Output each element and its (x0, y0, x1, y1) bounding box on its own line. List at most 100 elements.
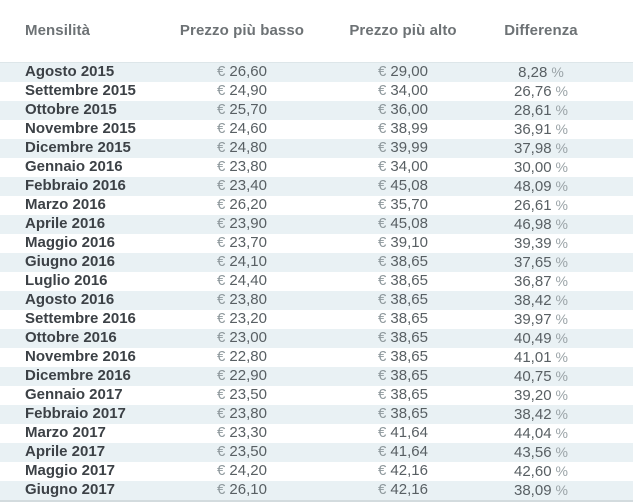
month-cell: Ottobre 2016 (25, 329, 117, 346)
difference-cell: 30,00% (489, 158, 593, 177)
table-row: Gennaio 2016 €23,80 €34,00 30,00% (0, 158, 633, 177)
price-value: 25,70 (229, 101, 267, 118)
euro-sign: € (378, 462, 387, 479)
price-value: 22,90 (229, 367, 267, 384)
euro-sign: € (378, 63, 387, 80)
row-spacer (593, 82, 633, 101)
row-spacer (593, 386, 633, 405)
price-value: 38,65 (390, 291, 428, 308)
euro-sign: € (378, 443, 387, 460)
row-spacer (593, 234, 633, 253)
difference-cell: 40,75% (489, 367, 593, 386)
high-price-cell: €38,65 (317, 405, 489, 424)
difference-value: 48,09 (514, 177, 552, 195)
difference-value: 44,04 (514, 424, 552, 442)
row-spacer (593, 272, 633, 291)
table-row: Aprile 2017 €23,50 €41,64 43,56% (0, 442, 633, 462)
row-spacer (593, 443, 633, 462)
low-price-cell: €23,30 (167, 424, 317, 443)
difference-value: 36,87 (514, 272, 552, 290)
month-cell: Agosto 2016 (25, 291, 115, 308)
euro-sign: € (217, 177, 226, 194)
high-price-cell: €45,08 (317, 215, 489, 234)
difference-cell: 43,56% (489, 443, 593, 462)
month-cell: Novembre 2015 (25, 120, 136, 137)
difference-value: 43,56 (514, 443, 552, 461)
difference-cell: 41,01% (489, 348, 593, 367)
low-price-cell: €23,70 (167, 234, 317, 253)
price-value: 23,40 (229, 177, 267, 194)
euro-sign: € (217, 424, 226, 441)
high-price-cell: €38,65 (317, 329, 489, 348)
percent-sign: % (555, 234, 568, 251)
difference-value: 28,61 (514, 101, 552, 119)
price-value: 23,80 (229, 291, 267, 308)
percent-sign: % (555, 177, 568, 194)
difference-value: 39,97 (514, 310, 552, 328)
row-spacer (593, 177, 633, 196)
table-row: Agosto 2015 €26,60 €29,00 8,28% (0, 62, 633, 82)
percent-sign: % (555, 158, 568, 175)
price-value: 41,64 (390, 424, 428, 441)
difference-cell: 38,42% (489, 291, 593, 310)
price-value: 24,10 (229, 253, 267, 270)
table-row: Dicembre 2015 €24,80 €39,99 37,98% (0, 138, 633, 158)
high-price-cell: €39,99 (317, 139, 489, 158)
euro-sign: € (378, 101, 387, 118)
euro-sign: € (378, 253, 387, 270)
row-spacer (593, 310, 633, 329)
row-spacer (593, 405, 633, 424)
low-price-cell: €26,60 (167, 62, 317, 82)
euro-sign: € (217, 348, 226, 365)
percent-sign: % (555, 329, 568, 346)
table-header: Mensilità Prezzo più basso Prezzo più al… (0, 0, 633, 62)
high-price-cell: €38,65 (317, 291, 489, 310)
high-price-cell: €41,64 (317, 424, 489, 443)
difference-value: 41,01 (514, 348, 552, 366)
high-price-cell: €45,08 (317, 177, 489, 196)
percent-sign: % (555, 405, 568, 422)
table-row: Agosto 2016 €23,80 €38,65 38,42% (0, 290, 633, 310)
percent-sign: % (555, 386, 568, 403)
euro-sign: € (217, 234, 226, 251)
difference-value: 38,09 (514, 481, 552, 499)
price-value: 26,20 (229, 196, 267, 213)
table-row: Ottobre 2015 €25,70 €36,00 28,61% (0, 100, 633, 120)
price-value: 39,99 (390, 139, 428, 156)
percent-sign: % (555, 139, 568, 156)
euro-sign: € (378, 158, 387, 175)
euro-sign: € (378, 215, 387, 232)
euro-sign: € (217, 367, 226, 384)
table-row: Luglio 2016 €24,40 €38,65 36,87% (0, 272, 633, 291)
low-price-cell: €23,50 (167, 443, 317, 462)
table-row: Settembre 2015 €24,90 €34,00 26,76% (0, 82, 633, 101)
high-price-cell: €38,65 (317, 367, 489, 386)
table-body: Agosto 2015 €26,60 €29,00 8,28% Settembre 20… (0, 62, 633, 501)
price-value: 23,70 (229, 234, 267, 251)
euro-sign: € (378, 291, 387, 308)
percent-sign: % (555, 424, 568, 441)
high-price-cell: €39,10 (317, 234, 489, 253)
euro-sign: € (217, 291, 226, 308)
euro-sign: € (378, 196, 387, 213)
price-value: 38,65 (390, 405, 428, 422)
high-price-cell: €36,00 (317, 101, 489, 120)
difference-value: 37,65 (514, 253, 552, 271)
price-value: 24,80 (229, 139, 267, 156)
month-cell: Maggio 2016 (25, 234, 116, 251)
table-row: Gennaio 2017 €23,50 €38,65 39,20% (0, 386, 633, 405)
low-price-cell: €24,40 (167, 272, 317, 291)
difference-value: 38,42 (514, 405, 552, 423)
month-cell: Aprile 2016 (25, 215, 106, 232)
euro-sign: € (217, 443, 226, 460)
euro-sign: € (217, 405, 226, 422)
month-cell: Febbraio 2017 (25, 405, 126, 422)
price-value: 38,65 (390, 386, 428, 403)
column-header-prezzo-piu-basso: Prezzo più basso (179, 22, 305, 40)
euro-sign: € (378, 367, 387, 384)
price-value: 23,80 (229, 405, 267, 422)
price-value: 45,08 (390, 177, 428, 194)
table-row: Settembre 2016 €23,20 €38,65 39,97% (0, 310, 633, 329)
euro-sign: € (378, 272, 387, 289)
euro-sign: € (217, 82, 226, 99)
